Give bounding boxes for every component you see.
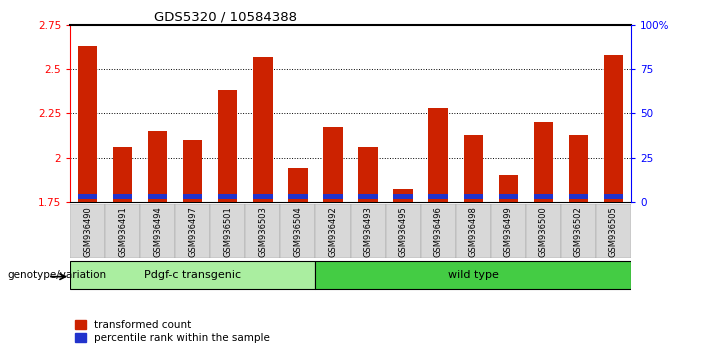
Bar [323, 194, 343, 199]
Bar [533, 194, 553, 199]
Text: GSM936492: GSM936492 [329, 206, 337, 257]
Text: GSM936497: GSM936497 [189, 206, 197, 257]
Bar [533, 122, 553, 202]
Text: GSM936496: GSM936496 [434, 206, 442, 257]
Text: GSM936499: GSM936499 [504, 206, 512, 257]
Bar [393, 189, 413, 202]
Bar [253, 194, 273, 199]
Text: GSM936503: GSM936503 [259, 206, 267, 257]
Legend: transformed count, percentile rank within the sample: transformed count, percentile rank withi… [75, 320, 270, 343]
Bar [463, 135, 483, 202]
Text: genotype/variation: genotype/variation [7, 270, 106, 280]
Text: GSM936494: GSM936494 [154, 206, 162, 257]
Bar [604, 55, 623, 202]
Bar [280, 204, 315, 258]
Text: GSM936500: GSM936500 [539, 206, 547, 257]
Bar [245, 204, 280, 258]
Bar [105, 204, 140, 258]
Bar [463, 194, 483, 199]
Text: GSM936504: GSM936504 [294, 206, 302, 257]
Bar [140, 204, 175, 258]
Bar [323, 127, 343, 202]
Bar [428, 194, 448, 199]
Text: GSM936501: GSM936501 [224, 206, 232, 257]
Bar [288, 194, 308, 199]
Text: wild type: wild type [448, 270, 498, 280]
Bar [148, 131, 168, 202]
Bar [253, 57, 273, 202]
Bar [498, 175, 518, 202]
Text: GSM936491: GSM936491 [118, 206, 127, 257]
Bar [421, 204, 456, 258]
Bar [596, 204, 631, 258]
Bar [148, 194, 168, 199]
Bar [358, 147, 378, 202]
Bar [386, 204, 421, 258]
Bar [491, 204, 526, 258]
Bar [569, 135, 588, 202]
Text: GSM936505: GSM936505 [609, 206, 618, 257]
Bar [78, 46, 97, 202]
Bar [604, 194, 623, 199]
Bar [183, 194, 203, 199]
Bar [175, 204, 210, 258]
Text: GSM936495: GSM936495 [399, 206, 407, 257]
Bar [113, 147, 132, 202]
Text: GDS5320 / 10584388: GDS5320 / 10584388 [154, 11, 297, 24]
Bar [70, 204, 105, 258]
Bar [569, 194, 588, 199]
Bar [183, 140, 203, 202]
Bar [561, 204, 596, 258]
Text: GSM936502: GSM936502 [574, 206, 583, 257]
Bar [113, 194, 132, 199]
Bar [315, 204, 350, 258]
Bar [428, 108, 448, 202]
Text: Pdgf-c transgenic: Pdgf-c transgenic [144, 270, 241, 280]
Bar [210, 204, 245, 258]
Bar [78, 194, 97, 199]
Bar [456, 204, 491, 258]
FancyBboxPatch shape [70, 261, 315, 290]
Bar [526, 204, 561, 258]
Text: GSM936498: GSM936498 [469, 206, 477, 257]
Bar [498, 194, 518, 199]
Bar [218, 90, 238, 202]
Bar [288, 168, 308, 202]
Text: GSM936493: GSM936493 [364, 206, 372, 257]
Bar [350, 204, 386, 258]
Bar [218, 194, 238, 199]
Bar [393, 194, 413, 199]
FancyBboxPatch shape [315, 261, 631, 290]
Bar [358, 194, 378, 199]
Text: GSM936490: GSM936490 [83, 206, 92, 257]
